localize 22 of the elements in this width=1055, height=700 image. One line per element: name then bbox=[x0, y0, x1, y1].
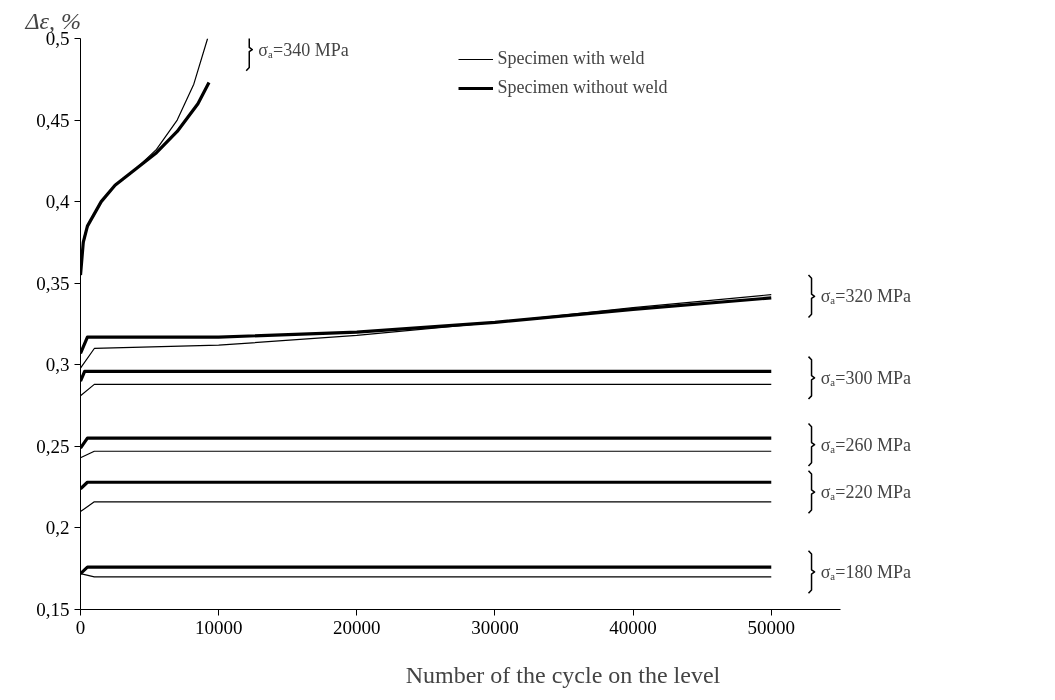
annotation: σₐ=180 MPa bbox=[820, 561, 911, 582]
y-tick-label: 0,15 bbox=[36, 599, 70, 620]
y-tick-label: 0,2 bbox=[45, 517, 70, 539]
x-axis-title: Number of the cycle on the level bbox=[405, 661, 721, 688]
y-tick-label: 0,4 bbox=[45, 191, 70, 213]
y-tick-label: 0,45 bbox=[36, 109, 70, 131]
annotation: σₐ=340 MPa bbox=[258, 39, 349, 60]
legend-label: Specimen with weld bbox=[497, 48, 645, 69]
x-tick-label: 0 bbox=[75, 616, 86, 638]
x-tick-label: 40000 bbox=[609, 616, 657, 638]
annotation: σₐ=320 MPa bbox=[820, 286, 911, 307]
legend-label: Specimen without weld bbox=[497, 77, 668, 98]
annotation: σₐ=260 MPa bbox=[820, 434, 911, 455]
annotation: σₐ=220 MPa bbox=[820, 482, 911, 503]
y-tick-label: 0,25 bbox=[36, 435, 70, 457]
x-tick-label: 10000 bbox=[194, 616, 243, 638]
x-tick-label: 30000 bbox=[471, 616, 519, 638]
y-tick-label: 0,35 bbox=[36, 272, 70, 294]
y-tick-label: 0,3 bbox=[45, 354, 70, 376]
x-tick-label: 20000 bbox=[333, 616, 381, 638]
x-tick-label: 50000 bbox=[747, 616, 796, 638]
annotation: σₐ=300 MPa bbox=[820, 367, 911, 388]
